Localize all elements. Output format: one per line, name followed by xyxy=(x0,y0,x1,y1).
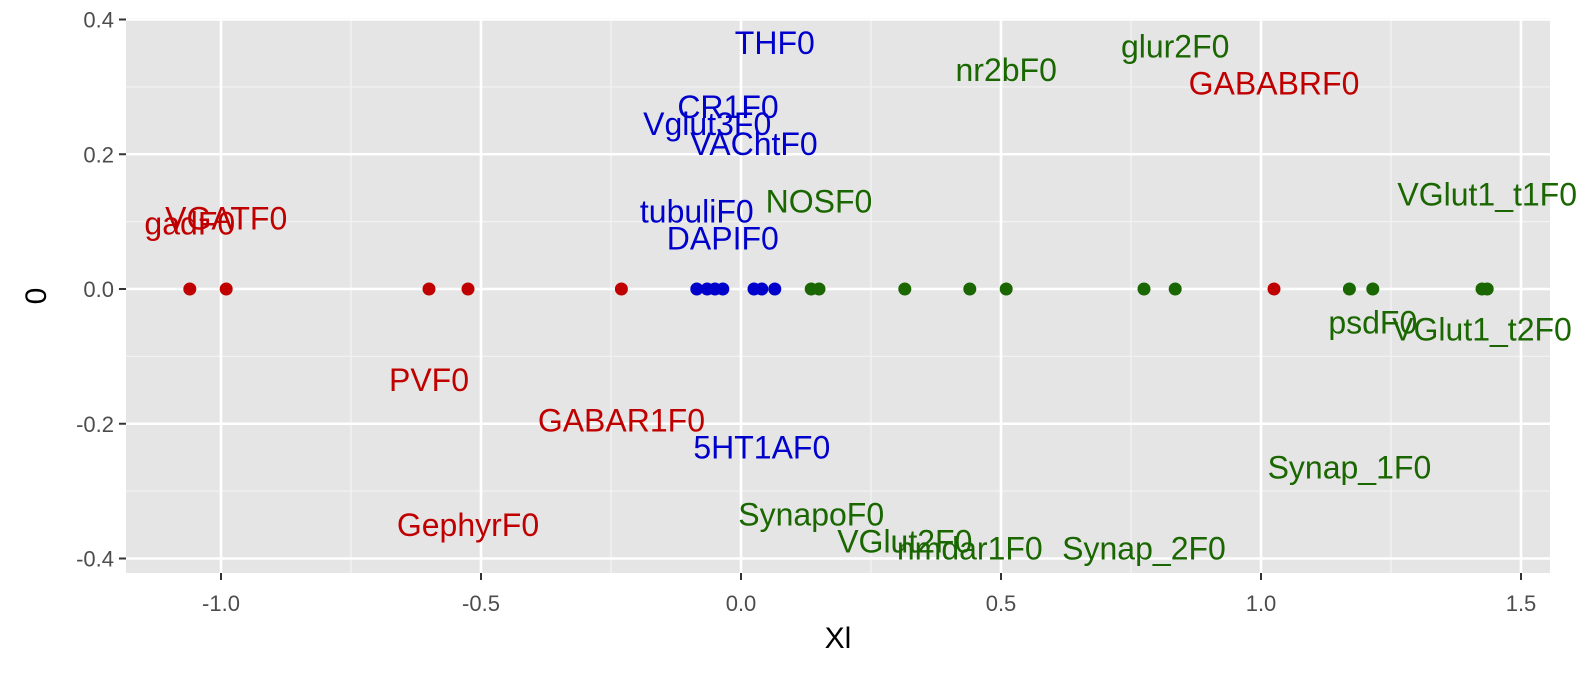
data-point xyxy=(716,282,730,296)
point-label: VGlut2F0 xyxy=(837,524,972,560)
y-axis-title: 0 xyxy=(20,288,53,305)
major-gridlines xyxy=(126,18,1550,573)
point-label: nmdar1F0 xyxy=(897,530,1043,566)
y-axis: -0.4 -0.2 0.0 0.2 0.4 xyxy=(76,8,126,572)
y-tick-label: 0.0 xyxy=(83,277,114,302)
y-tick-label: -0.4 xyxy=(76,547,114,572)
point-label: CR1F0 xyxy=(677,89,778,125)
point-label: NOSF0 xyxy=(766,183,873,219)
data-point xyxy=(1480,282,1494,296)
data-point xyxy=(898,282,912,296)
point-label: glur2F0 xyxy=(1121,28,1230,64)
data-point xyxy=(1342,282,1356,296)
x-axis-title: Xl xyxy=(825,622,852,655)
data-point xyxy=(219,282,233,296)
point-label: GABABRF0 xyxy=(1189,66,1360,102)
point-label: tubuliF0 xyxy=(640,194,754,230)
point-label: VAChtF0 xyxy=(690,126,817,162)
point-label: THF0 xyxy=(735,25,815,61)
data-point xyxy=(1267,282,1281,296)
point-label: Vglut3F0 xyxy=(643,106,771,142)
point-label: gadF0 xyxy=(144,206,235,242)
data-point xyxy=(963,282,977,296)
y-tick-label: -0.2 xyxy=(76,412,114,437)
point-label: PVF0 xyxy=(389,362,469,398)
x-tick-label: 1.5 xyxy=(1506,591,1537,616)
x-tick-label: -1.0 xyxy=(202,591,240,616)
x-tick-label: 1.0 xyxy=(1246,591,1277,616)
data-point xyxy=(768,282,782,296)
point-label: psdF0 xyxy=(1328,305,1417,341)
data-points xyxy=(183,282,1494,296)
point-label: Synap_2F0 xyxy=(1062,530,1226,566)
data-point xyxy=(755,282,769,296)
x-tick-label: 0.0 xyxy=(726,591,757,616)
minor-gridlines xyxy=(126,18,1550,573)
plot-panel xyxy=(126,18,1550,573)
point-label: 5HT1AF0 xyxy=(693,429,830,465)
data-point xyxy=(999,282,1013,296)
y-tick-label: 0.4 xyxy=(83,8,114,33)
point-label: DAPIF0 xyxy=(667,220,779,256)
data-point xyxy=(690,282,704,296)
point-label: Synap_1F0 xyxy=(1268,450,1432,486)
x-tick-label: -0.5 xyxy=(462,591,500,616)
y-tick-label: 0.2 xyxy=(83,142,114,167)
data-point xyxy=(183,282,197,296)
point-label: nr2bF0 xyxy=(956,52,1057,88)
data-point xyxy=(1137,282,1151,296)
data-point xyxy=(1168,282,1182,296)
x-axis: -1.0 -0.5 0.0 0.5 1.0 1.5 xyxy=(202,573,1536,616)
point-label: GephyrF0 xyxy=(397,507,539,543)
point-label: VGlut1_t1F0 xyxy=(1397,177,1577,213)
data-point xyxy=(614,282,628,296)
data-point xyxy=(812,282,826,296)
data-point xyxy=(461,282,475,296)
point-label: SynapoF0 xyxy=(738,497,884,533)
point-label: GABAR1F0 xyxy=(538,402,705,438)
data-point xyxy=(422,282,436,296)
point-label: VGlut1_t2F0 xyxy=(1392,311,1572,347)
x-tick-label: 0.5 xyxy=(986,591,1017,616)
point-label: VGATF0 xyxy=(165,200,287,236)
data-point xyxy=(1366,282,1380,296)
